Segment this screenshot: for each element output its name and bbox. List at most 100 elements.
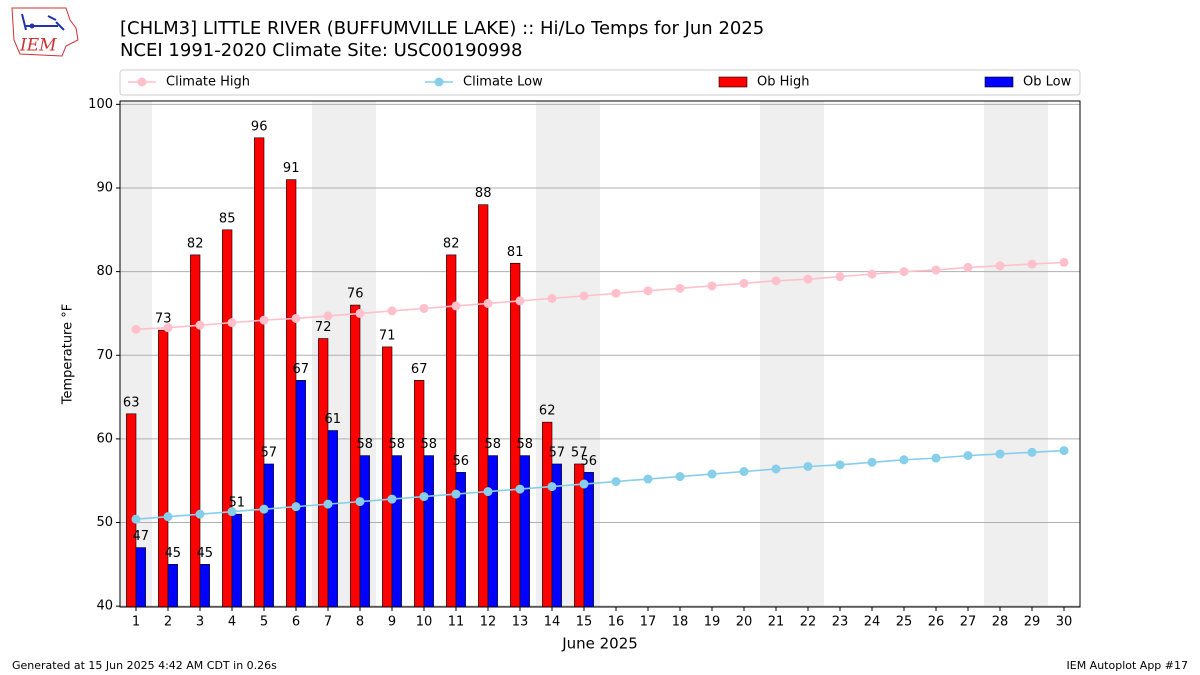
- bar: [519, 455, 530, 608]
- value-label: 67: [293, 362, 310, 377]
- x-tick-label: 23: [832, 615, 849, 630]
- legend-label: Climate High: [166, 75, 250, 90]
- x-tick-label: 14: [544, 615, 561, 630]
- point: [611, 288, 621, 298]
- bar: [254, 137, 265, 608]
- x-tick-label: 10: [416, 615, 433, 630]
- point: [867, 269, 877, 279]
- value-label: 63: [123, 395, 140, 410]
- point: [451, 301, 461, 311]
- value-label: 82: [187, 236, 204, 251]
- point: [899, 267, 909, 277]
- value-label: 57: [261, 445, 278, 460]
- legend-label: Ob Low: [1023, 75, 1072, 90]
- value-label: 47: [133, 529, 150, 544]
- point: [259, 504, 269, 514]
- value-label: 51: [229, 496, 246, 511]
- line: [135, 261, 1065, 331]
- x-tick-label: 1: [132, 615, 140, 630]
- point: [1059, 446, 1069, 456]
- value-label: 81: [507, 245, 524, 260]
- point: [259, 315, 269, 325]
- value-label: 56: [581, 454, 598, 469]
- bar: [295, 380, 306, 608]
- point: [835, 272, 845, 282]
- point: [163, 512, 173, 522]
- y-tick-label: 100: [88, 97, 113, 112]
- footer-right: IEM Autoplot App #17: [1067, 659, 1189, 672]
- x-tick-label: 9: [388, 615, 396, 630]
- y-axis-label: Temperature °F: [61, 304, 76, 405]
- point: [195, 509, 205, 519]
- value-label: 58: [389, 437, 406, 452]
- bar: [286, 179, 297, 608]
- point: [963, 451, 973, 461]
- value-label: 62: [539, 404, 556, 419]
- point: [1059, 257, 1069, 267]
- point: [675, 283, 685, 293]
- footer-left: Generated at 15 Jun 2025 4:42 AM CDT in …: [12, 659, 277, 672]
- value-label: 56: [453, 454, 470, 469]
- bar: [487, 455, 498, 608]
- x-tick-label: 19: [704, 615, 721, 630]
- bar: [327, 430, 338, 608]
- bar: [126, 413, 137, 608]
- bar: [318, 338, 329, 608]
- value-label: 61: [325, 412, 342, 427]
- x-tick-label: 3: [196, 615, 204, 630]
- bar: [158, 329, 169, 608]
- value-label: 76: [347, 287, 364, 302]
- point: [931, 453, 941, 463]
- legend-label: Ob High: [757, 75, 810, 90]
- y-tick-label: 80: [96, 264, 113, 279]
- point: [771, 464, 781, 474]
- point: [1027, 259, 1037, 269]
- point: [355, 308, 365, 318]
- point: [355, 497, 365, 507]
- legend-box: [119, 69, 1081, 96]
- value-label: 82: [443, 236, 460, 251]
- point: [771, 276, 781, 286]
- value-label: 58: [517, 437, 534, 452]
- legend-swatch: [137, 77, 147, 87]
- point: [995, 261, 1005, 271]
- x-tick-label: 5: [260, 615, 268, 630]
- x-axis-label: June 2025: [561, 635, 638, 653]
- point: [163, 323, 173, 333]
- y-tick-label: 50: [96, 515, 113, 530]
- value-label: 91: [283, 161, 300, 176]
- weekend-shade: [984, 101, 1048, 607]
- value-label: 57: [571, 445, 588, 460]
- point: [195, 320, 205, 330]
- bar: [423, 455, 434, 608]
- x-tick-label: 24: [864, 615, 881, 630]
- logo: IEM: [11, 7, 79, 57]
- point: [419, 303, 429, 313]
- point: [483, 487, 493, 497]
- bar: [391, 455, 402, 608]
- point: [483, 298, 493, 308]
- point: [707, 469, 717, 479]
- x-tick-label: 7: [324, 615, 332, 630]
- point: [291, 313, 301, 323]
- x-tick-label: 18: [672, 615, 689, 630]
- value-label: 71: [379, 328, 396, 343]
- x-tick-label: 17: [640, 615, 657, 630]
- value-label: 85: [219, 211, 236, 226]
- x-tick-label: 26: [928, 615, 945, 630]
- y-tick-label: 70: [96, 348, 113, 363]
- line: [135, 449, 1065, 520]
- x-tick-label: 6: [292, 615, 300, 630]
- point: [451, 489, 461, 499]
- point: [131, 324, 141, 334]
- bar: [167, 564, 178, 608]
- point: [707, 281, 717, 291]
- value-label: 67: [411, 362, 428, 377]
- x-tick-label: 29: [1024, 615, 1041, 630]
- value-label: 45: [197, 546, 214, 561]
- point: [515, 484, 525, 494]
- legend-label: Climate Low: [463, 75, 543, 90]
- y-tick-label: 90: [96, 180, 113, 195]
- point: [899, 455, 909, 465]
- point: [419, 492, 429, 502]
